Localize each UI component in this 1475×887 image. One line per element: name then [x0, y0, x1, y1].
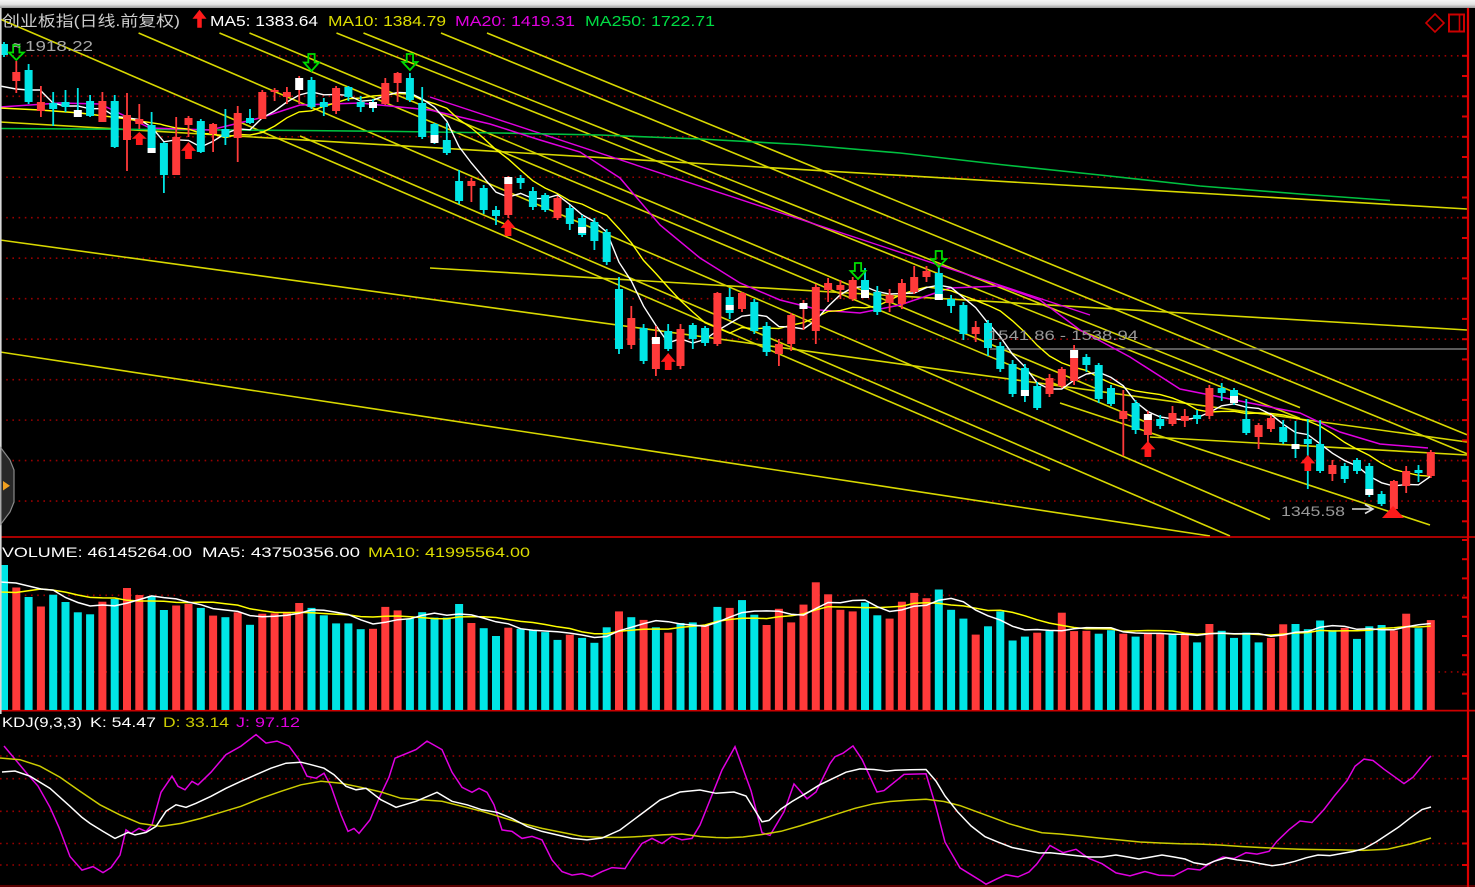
svg-text:MA5: 43750356.00: MA5: 43750356.00	[202, 544, 360, 560]
svg-text:J: 97.12: J: 97.12	[236, 715, 300, 730]
svg-text:KDJ(9,3,3): KDJ(9,3,3)	[2, 715, 82, 730]
svg-text:MA5: 1383.64: MA5: 1383.64	[210, 13, 318, 30]
svg-text:1918.22: 1918.22	[25, 38, 93, 55]
svg-text:VOLUME: 46145264.00: VOLUME: 46145264.00	[2, 544, 192, 560]
svg-text:MA10: 1384.79: MA10: 1384.79	[328, 13, 446, 30]
svg-text:MA20: 1419.31: MA20: 1419.31	[455, 13, 575, 30]
svg-text:K: 54.47: K: 54.47	[90, 715, 156, 730]
svg-text:≈: ≈	[13, 37, 21, 53]
svg-text:MA250: 1722.71: MA250: 1722.71	[585, 13, 715, 30]
svg-text:MA10: 41995564.00: MA10: 41995564.00	[368, 544, 530, 560]
svg-text:D: 33.14: D: 33.14	[163, 715, 230, 730]
svg-text:1541.86 - 1538.94: 1541.86 - 1538.94	[988, 327, 1138, 343]
svg-text:1345.58: 1345.58	[1281, 503, 1345, 519]
svg-text:创业板指(日线.前复权): 创业板指(日线.前复权)	[2, 12, 180, 30]
